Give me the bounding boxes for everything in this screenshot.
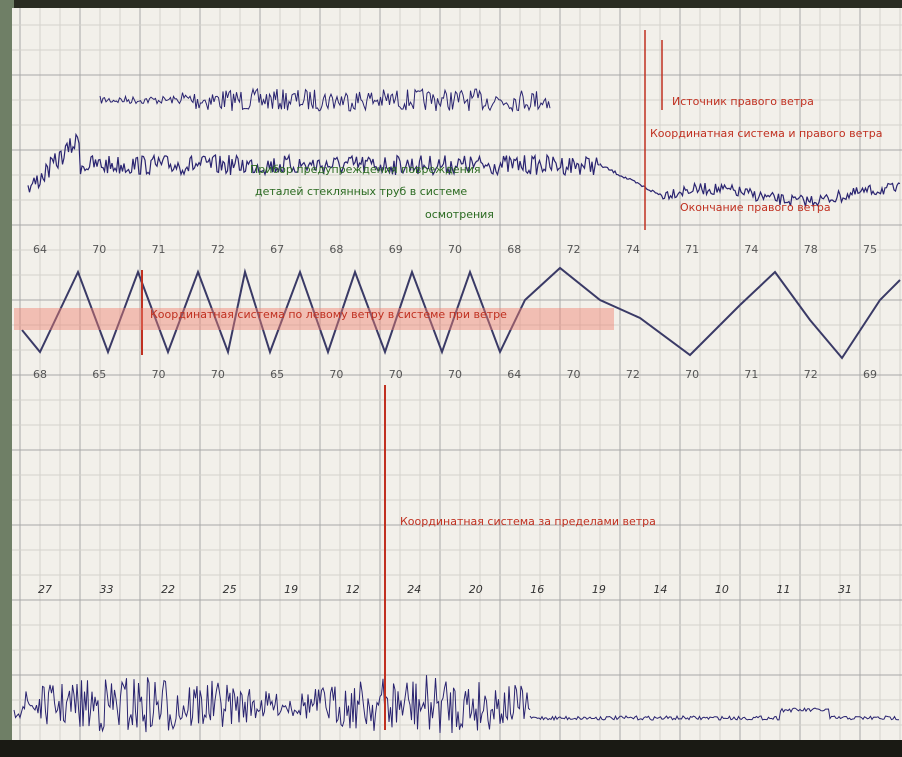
speed-label: 22 <box>161 583 175 596</box>
labels: 64 70 71 72 67 68 69 70 68 72 74 71 74 78 75 68 65 70 70 65… <box>33 243 877 596</box>
bottom-edge <box>0 740 902 757</box>
scale-label: 70 <box>92 243 106 256</box>
scale-label: 74 <box>744 243 758 256</box>
annotation: Окончание правого ветра <box>680 201 831 214</box>
wind-trace <box>599 163 901 208</box>
scale-label: 72 <box>626 368 640 381</box>
paper-grid <box>12 8 902 740</box>
speed-label: 33 <box>100 583 114 596</box>
scale-label: 70 <box>567 368 581 381</box>
scale-label: 68 <box>329 243 343 256</box>
annotation: Прибор предупреждения повреждения <box>250 163 481 176</box>
scale-label: 75 <box>863 243 877 256</box>
scale-label: 72 <box>804 368 818 381</box>
annotation: Источник правого ветра <box>672 95 814 108</box>
speed-label: 14 <box>653 583 667 596</box>
gust-trace <box>529 707 899 722</box>
scale-label: 71 <box>685 243 699 256</box>
speed-label: 19 <box>284 583 298 596</box>
traces <box>13 87 901 734</box>
scale-label: 65 <box>270 368 284 381</box>
speed-label: 24 <box>407 583 421 596</box>
speed-label: 31 <box>838 583 852 596</box>
scale-label: 67 <box>270 243 284 256</box>
annotation: Координатная система по левому ветру в с… <box>150 308 507 321</box>
annotation: деталей стеклянных труб в системе <box>255 185 467 198</box>
annotation: Координатная система и правого ветра <box>650 127 883 140</box>
gust-trace <box>13 675 531 734</box>
scale-label: 64 <box>33 243 47 256</box>
scale-label: 70 <box>152 368 166 381</box>
speed-label: 19 <box>592 583 606 596</box>
wind-trace <box>99 87 551 113</box>
annotation: осмотрения <box>425 208 494 221</box>
scale-label: 72 <box>211 243 225 256</box>
annotation: Координатная система за пределами ветра <box>400 515 656 528</box>
scale-label: 70 <box>329 368 343 381</box>
scale-label: 74 <box>626 243 640 256</box>
scale-label: 70 <box>448 243 462 256</box>
speed-label: 10 <box>715 583 729 596</box>
wind-trace <box>27 132 600 193</box>
scale-label: 70 <box>448 368 462 381</box>
speed-label: 25 <box>223 583 237 596</box>
scale-label: 70 <box>685 368 699 381</box>
scale-label: 70 <box>389 368 403 381</box>
direction-zigzag <box>21 266 901 360</box>
scale-label: 69 <box>863 368 877 381</box>
scale-label: 68 <box>33 368 47 381</box>
speed-label: 27 <box>38 583 52 596</box>
scale-label: 69 <box>389 243 403 256</box>
scale-label: 68 <box>507 243 521 256</box>
scale-label: 78 <box>804 243 818 256</box>
scale-label: 70 <box>211 368 225 381</box>
left-edge <box>0 0 14 757</box>
highlight-band <box>14 308 614 330</box>
speed-label: 11 <box>776 583 790 596</box>
speed-label: 20 <box>469 583 483 596</box>
scale-label: 71 <box>152 243 166 256</box>
speed-label: 12 <box>346 583 360 596</box>
speed-label: 16 <box>530 583 544 596</box>
scale-label: 65 <box>92 368 106 381</box>
scale-label: 72 <box>567 243 581 256</box>
scale-label: 71 <box>744 368 758 381</box>
scale-label: 64 <box>507 368 521 381</box>
